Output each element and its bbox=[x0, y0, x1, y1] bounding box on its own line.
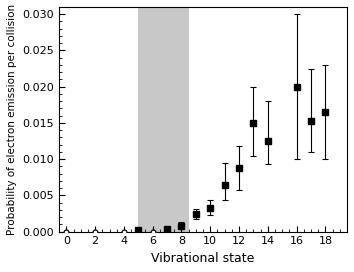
X-axis label: Vibrational state: Vibrational state bbox=[152, 252, 255, 265]
Y-axis label: Probability of electron emission per collision: Probability of electron emission per col… bbox=[7, 4, 17, 235]
Bar bbox=[138, 7, 189, 232]
